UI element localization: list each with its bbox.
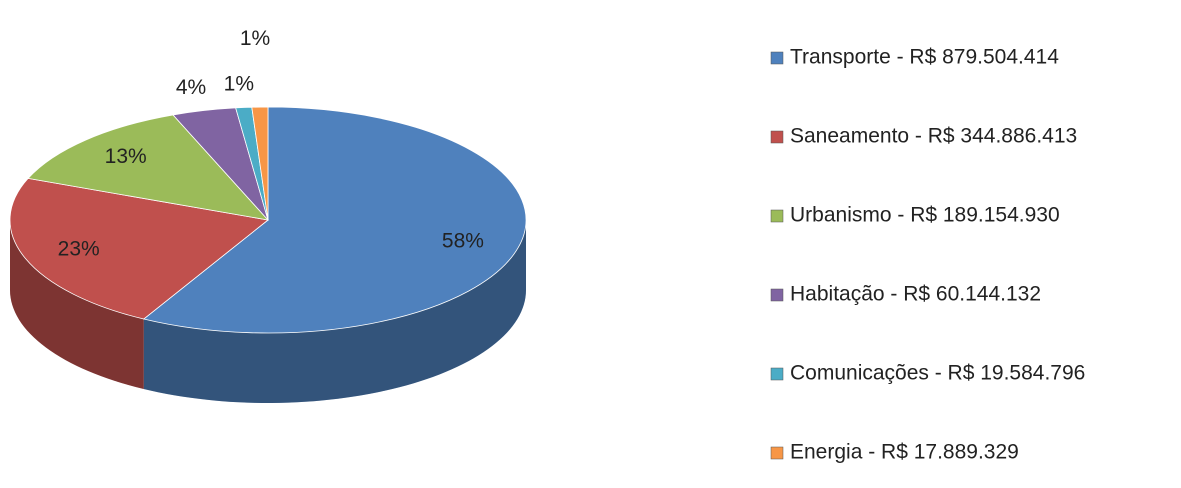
legend-swatch [770, 446, 784, 460]
legend-label: Energia - R$ 17.889.329 [790, 441, 1019, 464]
legend-label: Transporte - R$ 879.504.414 [790, 46, 1059, 69]
slice-side-shade [10, 220, 144, 390]
slice-side [10, 220, 144, 390]
slice [251, 106, 269, 221]
legend-label: Saneamento - R$ 344.886.413 [790, 125, 1077, 148]
slice-side-shade [143, 220, 526, 403]
data-label: 13% [105, 145, 147, 168]
legend-swatch [770, 209, 784, 223]
data-label: 23% [58, 237, 100, 260]
data-label: 1% [240, 27, 270, 50]
legend-label: Comunicações - R$ 19.584.796 [790, 362, 1085, 385]
legend-swatch [770, 288, 784, 302]
legend-label: Urbanismo - R$ 189.154.930 [790, 204, 1060, 227]
slice [9, 177, 269, 320]
legend-swatch [770, 130, 784, 144]
slice [27, 114, 270, 221]
legend-label: Habitação - R$ 60.144.132 [790, 283, 1041, 306]
legend-swatch [770, 367, 784, 381]
data-label: 4% [176, 76, 206, 99]
slice-side [143, 220, 526, 403]
slice [142, 106, 527, 334]
legend-swatch [770, 51, 784, 65]
data-label: 1% [224, 73, 254, 96]
data-label: 58% [442, 229, 484, 252]
